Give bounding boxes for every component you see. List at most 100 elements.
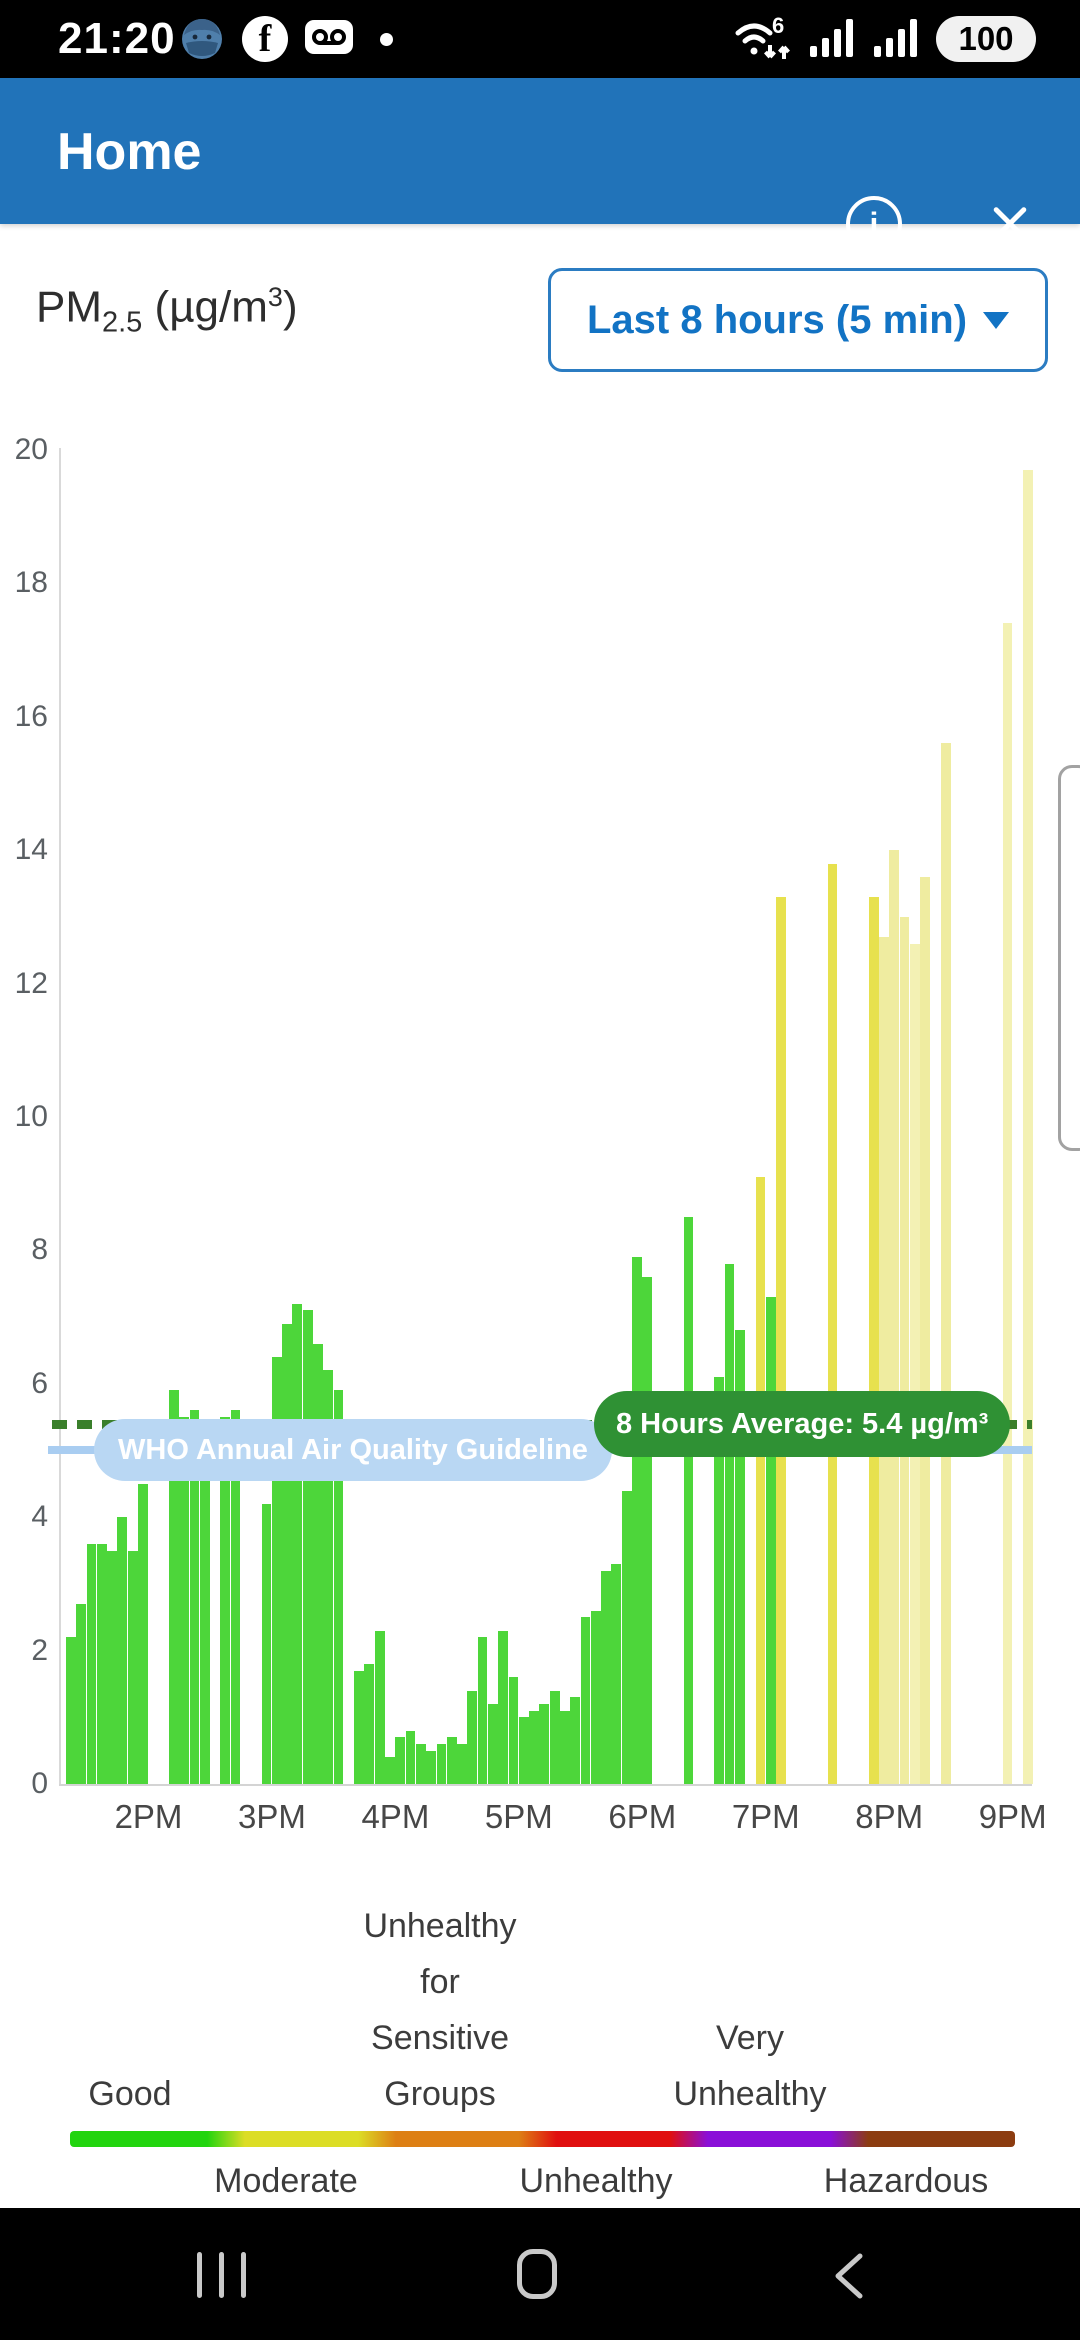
home-button[interactable] (517, 2249, 557, 2299)
pm25-bar (199, 1430, 210, 1784)
pm25-bar (76, 1603, 87, 1784)
pm25-bar (570, 1697, 581, 1784)
x-axis-label: 5PM (484, 1798, 553, 1835)
pm25-bar (765, 1297, 776, 1784)
pm25-bar (96, 1543, 107, 1784)
pm25-bar (179, 1417, 189, 1784)
android-nav-bar (0, 2208, 1080, 2340)
wifi-6-icon: 6 (732, 11, 794, 68)
pm25-bar (354, 1670, 364, 1784)
cellular-signal-icon (808, 14, 858, 65)
aqi-category-label: Hazardous (823, 2162, 989, 2200)
pm25-bar (518, 1717, 529, 1784)
pm25-bar (1002, 623, 1013, 1784)
y-axis-tick-label: 14 (14, 833, 48, 867)
pm25-bar (909, 943, 920, 1784)
pm25-bar (868, 896, 879, 1784)
metric-title: PM2.5 (µg/m3) (36, 282, 298, 339)
who-guideline-pill: WHO Annual Air Quality Guideline (94, 1419, 612, 1481)
back-button[interactable] (828, 2250, 868, 2307)
pm25-bar (405, 1730, 416, 1784)
pm25-bar (117, 1517, 128, 1784)
aqi-category-label: Unhealthy (519, 2162, 673, 2200)
clock: 21:20 (58, 14, 176, 63)
y-axis-tick-label: 18 (14, 566, 48, 600)
x-axis-label: 4PM (361, 1798, 430, 1835)
pm25-bar (364, 1663, 375, 1784)
pm25-bar (755, 1177, 766, 1784)
pm25-bar (271, 1357, 282, 1784)
x-axis-label: 6PM (608, 1798, 677, 1835)
pm25-bar (107, 1550, 117, 1784)
pm25-bar (560, 1710, 570, 1784)
pm25-bar (127, 1550, 138, 1784)
pm25-bar (920, 876, 930, 1784)
pm25-bar (230, 1410, 241, 1784)
pm25-bar (313, 1343, 323, 1784)
recents-button[interactable] (197, 2252, 246, 2298)
pm25-bar (940, 743, 951, 1784)
pm25-bar (395, 1737, 406, 1784)
pm25-bar (66, 1637, 76, 1784)
pm25-bar (889, 850, 900, 1784)
pm25-bar (1023, 470, 1033, 1784)
info-icon[interactable]: i (846, 196, 902, 252)
aqi-category-label: Unhealthy for Sensitive Groups (363, 1907, 517, 2113)
y-axis-tick-label: 10 (14, 1100, 48, 1133)
average-value-pill: 8 Hours Average: 5.4 µg/m³ (594, 1391, 1011, 1457)
pm25-bar (724, 1263, 735, 1784)
pm25-bar (529, 1710, 539, 1784)
x-axis-label: 3PM (238, 1798, 306, 1835)
pm25-bar (436, 1743, 447, 1784)
chevron-down-icon (983, 311, 1010, 329)
pm25-bar (374, 1630, 385, 1784)
x-axis-label: 8PM (855, 1798, 924, 1835)
y-axis-tick-label: 12 (14, 966, 48, 1000)
pm25-bar (549, 1690, 560, 1784)
pm25-bar (827, 863, 838, 1784)
system-status-icons: 6 10 (732, 12, 1036, 66)
aqi-gradient-bar (70, 2131, 1015, 2147)
pm25-bar (292, 1303, 303, 1784)
pm25-bar (580, 1617, 591, 1784)
notification-icons: f (178, 12, 393, 66)
pm25-bar (632, 1257, 642, 1784)
aqi-category-label: Very Unhealthy (673, 2019, 827, 2113)
time-range-dropdown[interactable]: Last 8 hours (5 min) (548, 268, 1048, 372)
pm25-bar (446, 1737, 457, 1784)
pm25-bar (138, 1483, 148, 1784)
pm25-bar (487, 1703, 498, 1784)
average-dotted-line (52, 1420, 1032, 1429)
pm25-bar (642, 1277, 653, 1784)
x-axis-label: 9PM (978, 1798, 1047, 1835)
pm25-bar (539, 1703, 550, 1784)
pm25-bar (477, 1637, 488, 1784)
pm25-bar (385, 1757, 395, 1784)
pm25-bar (86, 1543, 97, 1784)
x-axis-label: 7PM (731, 1798, 800, 1835)
svg-text:6: 6 (772, 13, 784, 38)
app-header: Home i (0, 78, 1080, 252)
pm25-bar (590, 1610, 601, 1784)
pm25-bar (261, 1503, 272, 1784)
voicemail-icon (304, 19, 354, 60)
scrollbar[interactable] (1058, 765, 1080, 1151)
cellular-signal-icon (872, 14, 922, 65)
pm25-bar (714, 1377, 725, 1784)
aqi-category-label: Moderate (214, 2162, 358, 2200)
who-guideline-line (48, 1446, 1032, 1454)
aqi-category-label: Good (88, 2075, 172, 2113)
pm25-bar (879, 936, 889, 1784)
facebook-icon: f (242, 16, 288, 62)
y-axis-tick-label: 6 (31, 1366, 48, 1400)
notification-dot-icon (380, 32, 393, 46)
pm25-bar (621, 1490, 632, 1784)
x-axis-label: 2PM (114, 1798, 183, 1835)
time-range-label: Last 8 hours (5 min) (586, 297, 968, 342)
close-icon[interactable] (986, 200, 1034, 248)
x-axis (59, 1784, 1032, 1786)
pm25-bar (323, 1370, 334, 1784)
pm25-bar (734, 1330, 745, 1784)
y-axis-tick-label: 4 (31, 1500, 48, 1534)
pm25-bar (220, 1417, 231, 1784)
